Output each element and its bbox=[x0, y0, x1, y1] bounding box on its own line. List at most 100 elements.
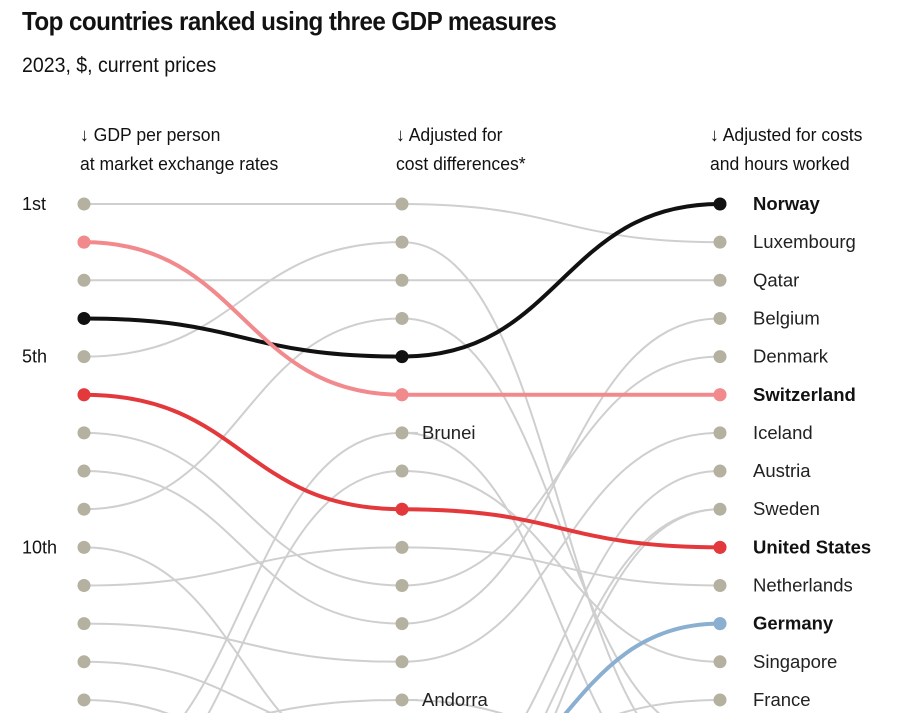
grey-link bbox=[401, 431, 603, 713]
rank-dot bbox=[395, 617, 409, 631]
grey-link bbox=[544, 508, 721, 713]
column-header-cost-adjusted: ↓ Adjusted for cost differences* bbox=[396, 120, 526, 178]
rank-dot bbox=[395, 311, 409, 325]
country-label: United States bbox=[753, 536, 871, 557]
grey-link bbox=[83, 317, 403, 511]
country-label: Netherlands bbox=[753, 575, 853, 596]
column-header-line: at market exchange rates bbox=[80, 153, 279, 174]
switzerland-dot bbox=[77, 235, 91, 249]
norway-dot bbox=[395, 350, 409, 364]
grey-link bbox=[264, 698, 403, 713]
rank-dot bbox=[713, 311, 727, 325]
column-header-line: GDP per person bbox=[93, 124, 221, 145]
rank-dot bbox=[713, 655, 727, 669]
grey-link bbox=[83, 546, 403, 587]
united-states-dot bbox=[713, 540, 727, 554]
rank-dot bbox=[77, 617, 91, 631]
rank-dot bbox=[77, 273, 91, 287]
norway-dot bbox=[713, 197, 727, 211]
rank-dot bbox=[713, 579, 727, 592]
country-label: Sweden bbox=[753, 498, 820, 519]
norway-link bbox=[401, 202, 721, 359]
switzerland-link bbox=[83, 240, 403, 397]
grey-link bbox=[83, 241, 403, 358]
grey-link bbox=[83, 470, 403, 625]
column-header-line: cost differences* bbox=[396, 153, 526, 174]
grey-link bbox=[401, 203, 721, 244]
rank-dot bbox=[395, 197, 409, 211]
grey-link bbox=[83, 431, 403, 587]
rank-dot bbox=[713, 502, 727, 516]
labels: 1st 5th 10th Norway Luxembourg Qatar Belgium De… bbox=[22, 193, 871, 710]
down-arrow-icon: ↓ bbox=[396, 124, 405, 145]
rank-dot bbox=[77, 693, 91, 707]
switzerland-dot bbox=[713, 388, 727, 402]
rank-label: 1st bbox=[22, 194, 46, 214]
country-label: Norway bbox=[753, 193, 821, 214]
rank-dot bbox=[395, 655, 409, 669]
middle-country-label: Brunei bbox=[422, 422, 475, 443]
country-label: Belgium bbox=[753, 307, 820, 328]
united-states-dot bbox=[395, 502, 409, 516]
country-label: Iceland bbox=[753, 422, 813, 443]
grey-link bbox=[401, 546, 721, 587]
grey-link bbox=[83, 546, 283, 713]
country-label: France bbox=[753, 689, 811, 710]
united-states-link bbox=[401, 507, 721, 550]
middle-country-label: Andorra bbox=[422, 689, 489, 710]
column-header-market-rates: ↓ GDP per person at market exchange rate… bbox=[80, 120, 278, 178]
united-states-dot bbox=[77, 388, 91, 402]
grey-link bbox=[184, 431, 403, 713]
rank-dot bbox=[713, 350, 727, 364]
country-label: Luxembourg bbox=[753, 231, 856, 252]
rank-label: 10th bbox=[22, 537, 57, 557]
grey-link bbox=[83, 698, 169, 713]
column-header-line: Adjusted for bbox=[408, 124, 503, 145]
rank-label: 5th bbox=[22, 347, 47, 367]
highlighted-dots bbox=[77, 197, 727, 631]
country-label: Singapore bbox=[753, 651, 837, 672]
grey-link bbox=[618, 698, 721, 713]
rank-dot bbox=[77, 540, 91, 554]
grey-link bbox=[525, 470, 721, 713]
grey-link bbox=[401, 431, 721, 663]
germany-link bbox=[563, 621, 721, 713]
rank-dot bbox=[77, 426, 91, 440]
highlighted-links bbox=[83, 202, 721, 713]
rank-dot bbox=[713, 235, 727, 249]
rank-dot bbox=[395, 273, 409, 287]
chart-subtitle: 2023, $, current prices bbox=[22, 54, 217, 77]
rank-dot bbox=[713, 693, 727, 707]
rank-dot bbox=[77, 197, 91, 211]
grey-link bbox=[401, 241, 638, 713]
rank-dot bbox=[713, 464, 727, 478]
country-label: Qatar bbox=[753, 269, 799, 290]
rank-dot bbox=[77, 655, 91, 669]
rank-dot bbox=[713, 273, 727, 287]
norway-link bbox=[83, 316, 403, 359]
switzerland-dot bbox=[395, 388, 409, 402]
column-header-line: and hours worked bbox=[710, 153, 850, 174]
down-arrow-icon: ↓ bbox=[80, 124, 89, 145]
rank-dot bbox=[395, 693, 409, 707]
down-arrow-icon: ↓ bbox=[710, 124, 719, 145]
rank-dot bbox=[77, 502, 91, 516]
grey-link bbox=[401, 317, 721, 625]
grey-link bbox=[401, 698, 504, 713]
column-header-hours-adjusted: ↓ Adjusted for costs and hours worked bbox=[710, 120, 862, 178]
rank-dot bbox=[395, 426, 409, 440]
rank-dot bbox=[713, 426, 727, 440]
norway-dot bbox=[77, 311, 91, 325]
grey-link bbox=[207, 470, 403, 713]
rank-dot bbox=[395, 540, 409, 554]
rank-dot bbox=[395, 235, 409, 249]
germany-dot bbox=[713, 617, 727, 631]
country-label: Austria bbox=[753, 460, 811, 481]
grey-link bbox=[554, 508, 721, 713]
country-label: Germany bbox=[753, 613, 834, 634]
column-header-line: Adjusted for costs bbox=[722, 124, 863, 145]
rank-dot bbox=[395, 579, 409, 592]
chart-title: Top countries ranked using three GDP mea… bbox=[22, 6, 557, 36]
rank-dot bbox=[77, 579, 91, 592]
rank-dot bbox=[395, 464, 409, 478]
